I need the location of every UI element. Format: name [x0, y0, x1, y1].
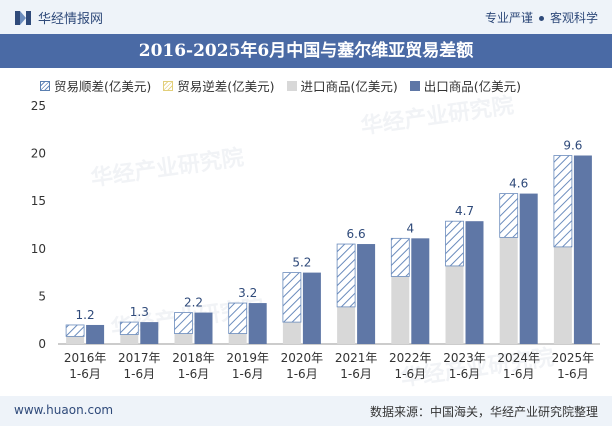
tagline: 专业严谨 客观科学 — [485, 9, 598, 26]
data-label: 3.2 — [238, 286, 257, 300]
import-bar — [282, 322, 301, 344]
surplus-bar — [336, 243, 356, 308]
data-label: 2.2 — [184, 296, 203, 310]
x-tick-label: 2017年 — [118, 351, 161, 365]
export-bar — [302, 272, 321, 344]
surplus-bar — [228, 302, 248, 334]
legend-swatch-import — [286, 80, 297, 91]
legend-item-import: 进口商品(亿美元) — [286, 76, 398, 95]
surplus-bar — [553, 155, 573, 248]
footer-source: 数据来源：中国海关，华经产业研究院整理 — [369, 405, 598, 419]
surplus-bar — [445, 220, 464, 267]
import-bar — [66, 336, 85, 344]
x-tick-label: 1-6月 — [340, 367, 372, 381]
surplus-bar — [174, 312, 193, 334]
data-label: 6.6 — [347, 227, 366, 241]
export-bar — [86, 324, 105, 344]
y-tick-label: 10 — [31, 242, 46, 256]
x-tick-label: 2018年 — [172, 351, 215, 365]
footer-website: www.huaon.com — [14, 403, 114, 417]
export-bar — [573, 155, 592, 344]
export-bar — [248, 303, 267, 344]
import-bar — [120, 334, 139, 344]
surplus-bar — [65, 324, 85, 337]
x-tick-label: 1-6月 — [449, 367, 481, 381]
import-bar — [337, 306, 356, 344]
surplus-bar — [390, 237, 410, 277]
surplus-bar — [499, 193, 519, 238]
export-bar — [194, 312, 213, 344]
chart-plot: 0 5 10 15 20 25 1.2 2016年 1-6月 1.3 2017年 1-6月 2.2 20… — [31, 99, 600, 381]
data-label: 4.6 — [509, 177, 528, 191]
legend-item-surplus: 贸易顺差(亿美元) — [40, 76, 151, 95]
footer: www.huaon.com 数据来源：中国海关，华经产业研究院整理 — [0, 396, 612, 426]
data-label: 1.2 — [76, 308, 95, 322]
logo-icon — [15, 10, 31, 25]
import-bar — [174, 333, 193, 344]
x-tick-label: 1-6月 — [503, 367, 535, 381]
x-tick-label: 2022年 — [389, 351, 432, 365]
export-bar — [411, 238, 430, 344]
x-tick-label: 1-6月 — [178, 367, 210, 381]
x-tick-label: 2019年 — [226, 351, 269, 365]
x-tick-label: 2023年 — [443, 351, 486, 365]
y-tick-label: 5 — [38, 289, 46, 303]
x-tick-label: 1-6月 — [557, 367, 589, 381]
y-tick-label: 25 — [31, 99, 46, 113]
legend-swatch-export — [409, 80, 420, 91]
y-tick-label: 0 — [38, 337, 46, 351]
legend-swatch-deficit — [163, 80, 174, 91]
y-tick-label: 15 — [31, 194, 46, 208]
x-tick-label: 2016年 — [64, 351, 107, 365]
legend-swatch-surplus — [40, 80, 50, 91]
data-label: 4.7 — [455, 204, 474, 218]
export-bar — [465, 221, 484, 344]
export-bar — [140, 322, 159, 344]
surplus-bar — [282, 272, 302, 323]
legend: 贸易顺差(亿美元) 贸易逆差(亿美元) 进口商品(亿美元) 出口商品(亿美元) — [40, 76, 521, 95]
x-tick-label: 2021年 — [335, 351, 378, 365]
legend-label-deficit: 贸易逆差(亿美元) — [177, 79, 275, 94]
x-tick-label: 1-6月 — [232, 367, 264, 381]
import-bar — [553, 246, 572, 344]
legend-label-export: 出口商品(亿美元) — [423, 79, 522, 94]
x-tick-label: 2025年 — [552, 351, 595, 365]
x-tick-label: 2020年 — [281, 351, 324, 365]
tagline-right: 客观科学 — [549, 11, 598, 25]
legend-item-deficit: 贸易逆差(亿美元) — [163, 76, 275, 95]
export-bar — [519, 193, 538, 344]
import-bar — [499, 237, 518, 344]
legend-label-surplus: 贸易顺差(亿美元) — [54, 79, 152, 94]
x-tick-label: 1-6月 — [394, 367, 426, 381]
data-label: 9.6 — [563, 139, 582, 153]
x-tick-label: 1-6月 — [123, 367, 155, 381]
data-label: 4 — [406, 221, 414, 235]
brand-name: 华经情报网 — [38, 12, 104, 27]
legend-item-export: 出口商品(亿美元) — [409, 76, 522, 95]
data-label: 1.3 — [130, 305, 149, 319]
tagline-left: 专业严谨 — [484, 11, 533, 25]
x-tick-label: 2024年 — [497, 351, 540, 365]
import-bar — [391, 276, 410, 344]
y-tick-label: 20 — [31, 147, 46, 161]
separator-dot-icon — [538, 16, 544, 21]
top-bar: 华经情报网 专业严谨 客观科学 — [0, 0, 612, 34]
import-bar — [228, 333, 247, 344]
legend-label-import: 进口商品(亿美元) — [300, 79, 398, 94]
brand: 华经情报网 — [14, 8, 103, 27]
x-tick-label: 1-6月 — [286, 367, 318, 381]
import-bar — [445, 265, 464, 344]
export-bar — [357, 244, 376, 344]
x-tick-label: 1-6月 — [69, 367, 101, 381]
surplus-bar — [119, 321, 139, 335]
chart-title: 2016-2025年6月中国与塞尔维亚贸易差额 — [0, 34, 612, 68]
data-label: 5.2 — [292, 256, 311, 270]
